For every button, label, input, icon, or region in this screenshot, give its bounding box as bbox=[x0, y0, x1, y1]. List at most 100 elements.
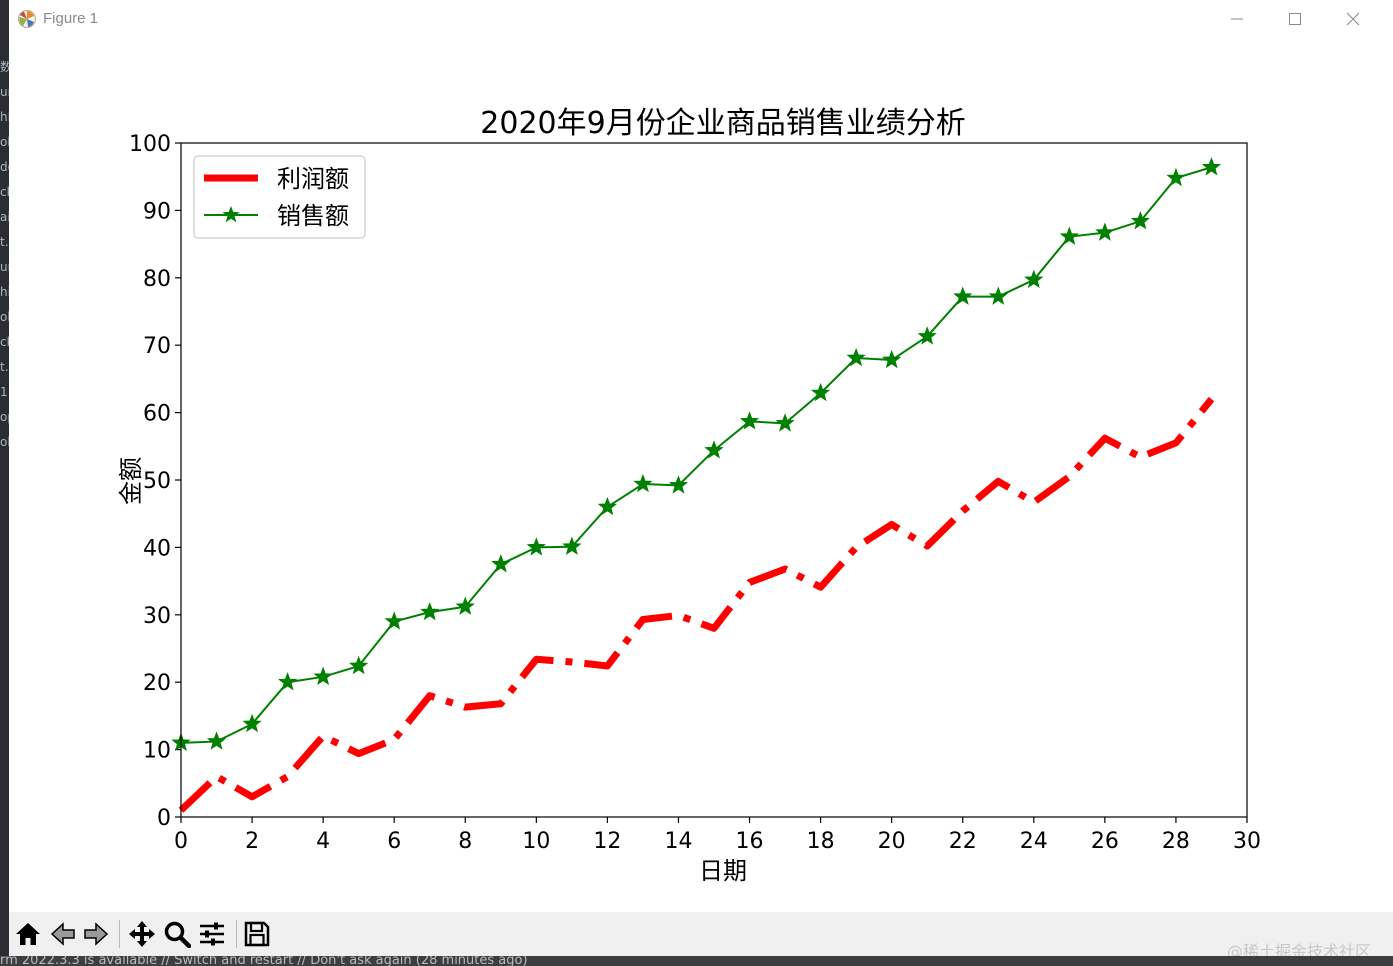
x-tick-label: 30 bbox=[1233, 829, 1261, 854]
back-arrow-icon bbox=[50, 922, 75, 946]
pan-button[interactable] bbox=[126, 918, 158, 950]
x-tick-label: 14 bbox=[664, 829, 692, 854]
close-button[interactable] bbox=[1324, 0, 1382, 38]
x-tick-label: 10 bbox=[522, 829, 550, 854]
x-axis-label: 日期 bbox=[699, 857, 747, 885]
y-tick-label: 60 bbox=[143, 402, 171, 427]
forward-button[interactable] bbox=[80, 918, 112, 950]
data-point-sales bbox=[206, 731, 227, 750]
data-point-sales bbox=[313, 666, 333, 686]
ide-editor-fragment: hi bbox=[0, 110, 9, 124]
data-point-sales bbox=[917, 326, 937, 345]
y-tick-label: 0 bbox=[157, 806, 171, 831]
ide-status-bar: rm 2022.3.3 is available // Switch and r… bbox=[0, 956, 1393, 966]
ide-editor-fragment: t. bbox=[0, 235, 9, 249]
close-icon bbox=[1346, 12, 1360, 26]
matplotlib-app-icon bbox=[18, 10, 36, 28]
ide-editor-fragment: ur bbox=[0, 85, 9, 99]
data-point-sales bbox=[633, 473, 653, 493]
x-tick-label: 18 bbox=[807, 829, 835, 854]
ide-editor-fragment: ol bbox=[0, 435, 9, 449]
legend-star-marker bbox=[222, 206, 240, 223]
x-tick-label: 20 bbox=[878, 829, 906, 854]
x-tick-label: 22 bbox=[949, 829, 977, 854]
y-tick-label: 100 bbox=[129, 132, 171, 157]
legend-label-profit: 利润额 bbox=[277, 165, 349, 193]
home-button[interactable] bbox=[12, 918, 44, 950]
data-point-sales bbox=[1095, 222, 1115, 241]
ide-editor-fragment: ai bbox=[0, 210, 9, 224]
data-point-sales bbox=[1130, 211, 1151, 230]
data-point-sales bbox=[526, 537, 546, 556]
configure-subplots-button[interactable] bbox=[196, 918, 228, 950]
pan-move-icon bbox=[129, 921, 155, 947]
legend-label-sales: 销售额 bbox=[277, 202, 349, 230]
ide-update-notification[interactable]: rm 2022.3.3 is available // Switch and r… bbox=[0, 956, 528, 966]
line-chart: 2020年9月份企业商品销售业绩分析 金额 日期 0 2 4 6 8 10 12 14 16 18… bbox=[117, 106, 1261, 885]
data-point-sales bbox=[882, 349, 902, 369]
data-point-sales bbox=[1024, 269, 1044, 289]
ide-editor-fragment: ck bbox=[0, 335, 9, 349]
data-point-sales bbox=[420, 601, 440, 621]
y-tick-label: 10 bbox=[143, 739, 171, 764]
ide-editor-fragment: op bbox=[0, 410, 9, 424]
minimize-icon bbox=[1231, 18, 1243, 20]
toolbar-separator bbox=[119, 920, 120, 948]
data-point-sales bbox=[597, 496, 618, 516]
y-tick-label: 80 bbox=[143, 267, 171, 292]
save-button[interactable] bbox=[241, 918, 273, 950]
toolbar-separator bbox=[236, 920, 237, 948]
x-tick-label: 12 bbox=[593, 829, 621, 854]
back-button[interactable] bbox=[47, 918, 79, 950]
y-tick-label: 40 bbox=[143, 536, 171, 561]
axis-ticks: 0 2 4 6 8 10 12 14 16 18 20 22 24 26 28 300102030405060… bbox=[129, 132, 1261, 854]
x-tick-label: 6 bbox=[387, 829, 401, 854]
legend: 利润额 销售额 bbox=[193, 155, 366, 239]
zoom-button[interactable] bbox=[161, 918, 193, 950]
chart-title: 2020年9月份企业商品销售业绩分析 bbox=[480, 106, 965, 141]
title-bar: Figure 1 bbox=[9, 0, 1393, 38]
maximize-button[interactable] bbox=[1266, 0, 1324, 38]
data-point-sales bbox=[988, 286, 1008, 305]
home-icon bbox=[16, 923, 40, 945]
data-point-sales bbox=[562, 536, 582, 555]
data-point-sales bbox=[1059, 226, 1079, 245]
series-line-profit bbox=[178, 396, 1215, 813]
x-tick-label: 28 bbox=[1162, 829, 1190, 854]
data-point-sales bbox=[1201, 157, 1222, 176]
data-point-sales bbox=[775, 413, 795, 432]
data-point-sales bbox=[739, 411, 760, 430]
x-tick-label: 4 bbox=[316, 829, 330, 854]
data-point-sales bbox=[277, 672, 298, 691]
ide-editor-fragment: ur bbox=[0, 260, 9, 274]
data-point-sales bbox=[491, 554, 511, 573]
ide-editor-fragment: ok bbox=[0, 135, 9, 149]
data-point-sales bbox=[668, 475, 689, 494]
ide-editor-fragment: t. bbox=[0, 360, 9, 374]
ide-editor-fragment: hi bbox=[0, 285, 9, 299]
ide-editor-fragment: do bbox=[0, 160, 9, 174]
figure-canvas[interactable]: 2020年9月份企业商品销售业绩分析 金额 日期 0 2 4 6 8 10 12 14 16 18… bbox=[9, 38, 1393, 911]
y-tick-label: 30 bbox=[143, 604, 171, 629]
data-point-sales bbox=[953, 286, 973, 305]
x-tick-label: 16 bbox=[736, 829, 764, 854]
plot-frame bbox=[180, 142, 1248, 818]
data-point-sales bbox=[704, 440, 724, 459]
data-point-sales bbox=[242, 713, 262, 733]
x-tick-label: 24 bbox=[1020, 829, 1048, 854]
series-line-sales bbox=[180, 166, 1212, 744]
x-tick-label: 8 bbox=[458, 829, 472, 854]
y-tick-label: 20 bbox=[143, 671, 171, 696]
minimize-button[interactable] bbox=[1208, 0, 1266, 38]
x-tick-label: 26 bbox=[1091, 829, 1119, 854]
data-point-sales bbox=[846, 347, 866, 367]
data-point-sales bbox=[810, 382, 831, 402]
ide-editor-fragment: ok bbox=[0, 310, 9, 324]
data-point-sales bbox=[1166, 167, 1186, 187]
navigation-toolbar bbox=[9, 912, 1393, 956]
ide-editor-fragment: ck bbox=[0, 185, 9, 199]
x-tick-label: 0 bbox=[174, 829, 188, 854]
ide-editor-fragment: 1 bbox=[0, 385, 8, 399]
forward-arrow-icon bbox=[84, 922, 109, 946]
y-tick-label: 70 bbox=[143, 334, 171, 359]
